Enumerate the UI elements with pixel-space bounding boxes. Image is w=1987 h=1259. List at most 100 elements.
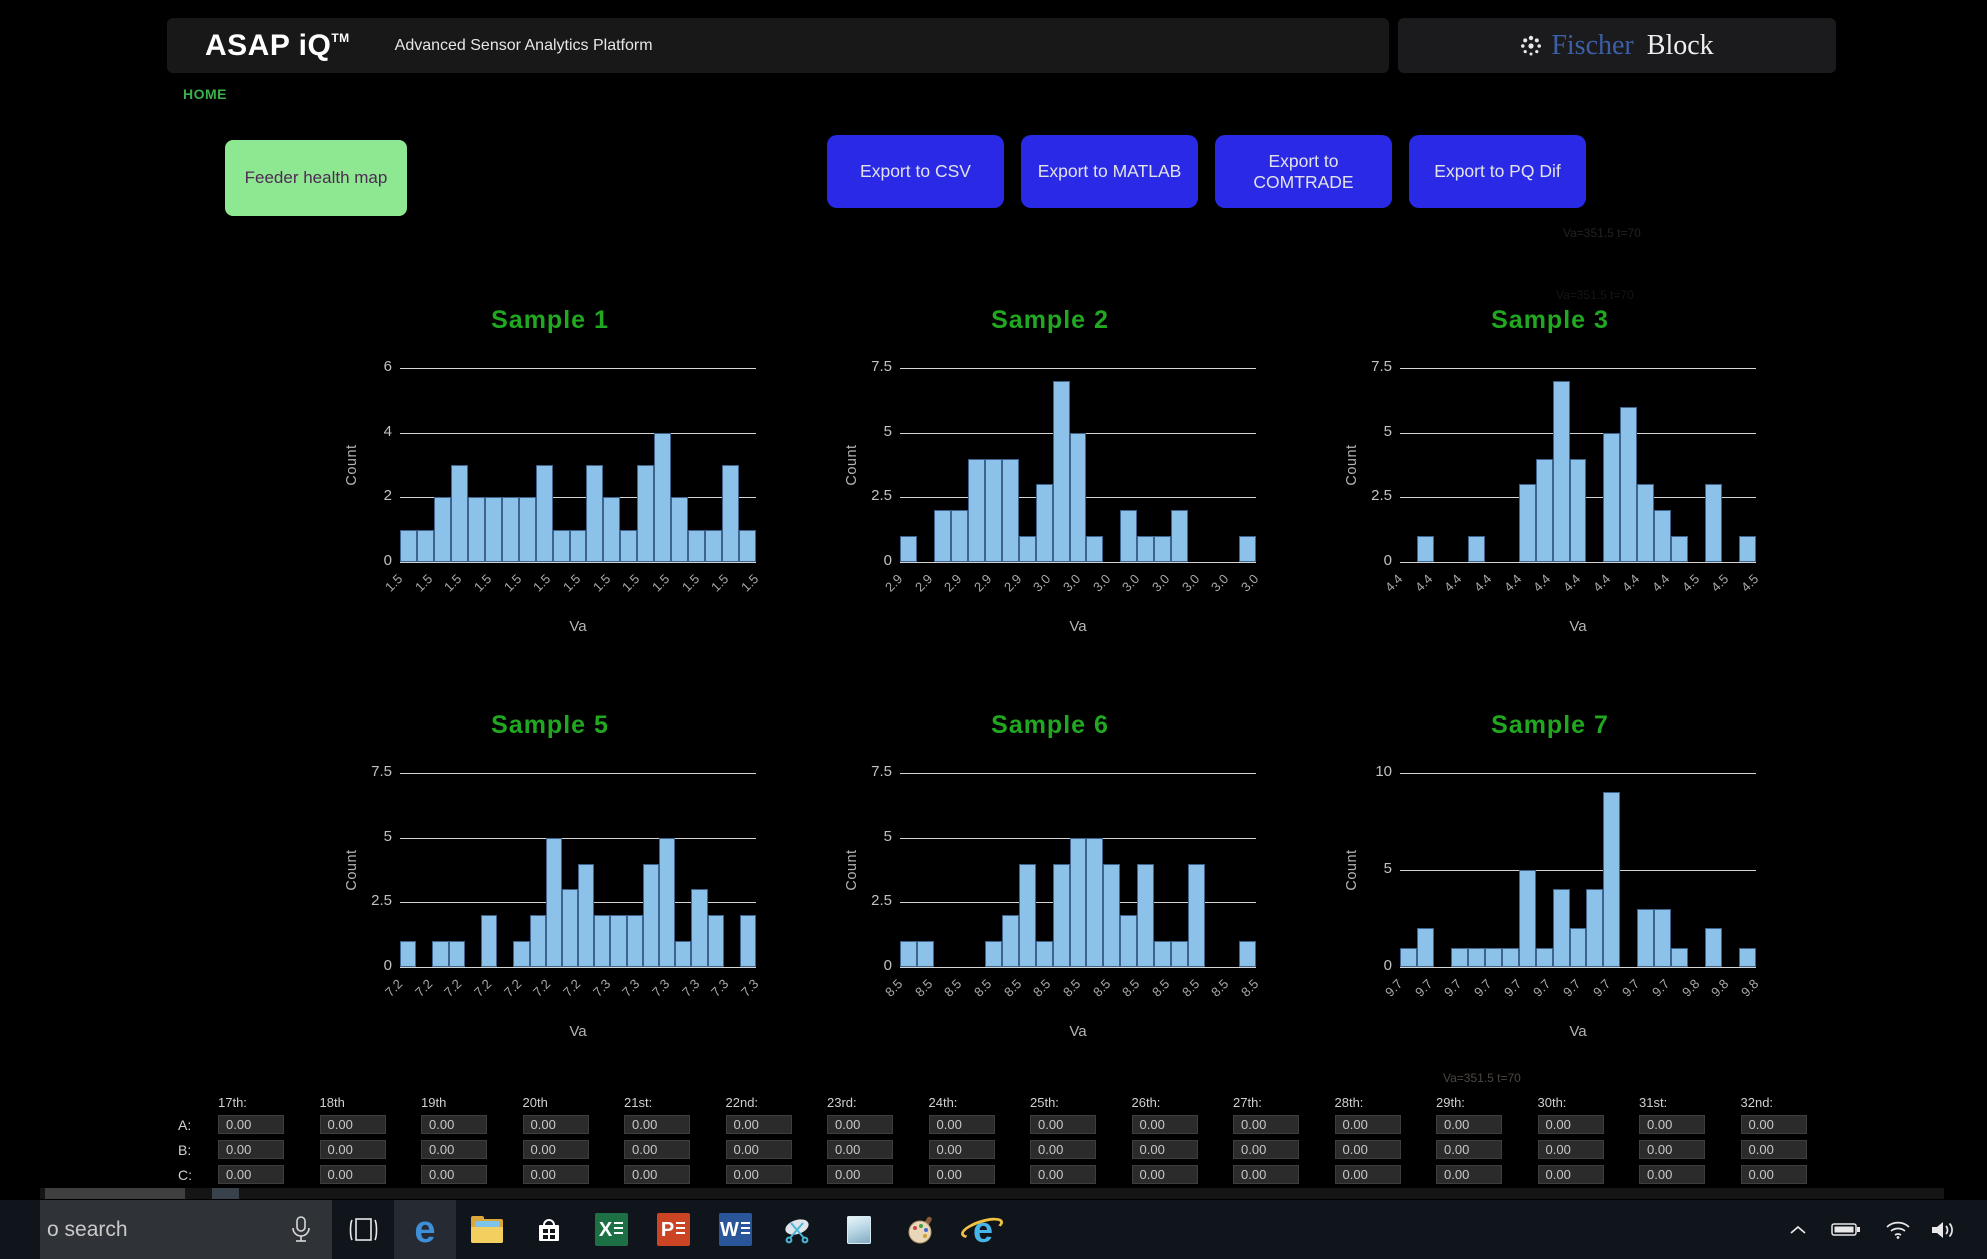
table-cell-value[interactable]: 0.00 bbox=[1030, 1140, 1096, 1159]
taskbar-microsoft-store-button[interactable] bbox=[518, 1200, 580, 1259]
table-cell-value[interactable]: 0.00 bbox=[421, 1165, 487, 1184]
microphone-icon[interactable] bbox=[290, 1215, 312, 1245]
plot-area bbox=[1400, 368, 1757, 563]
horizontal-scrollbar-track[interactable] bbox=[40, 1188, 1944, 1199]
table-cell-value[interactable]: 0.00 bbox=[522, 1140, 589, 1159]
x-tick-label: 8.5 bbox=[911, 976, 935, 1000]
table-cell-value[interactable]: 0.00 bbox=[1639, 1165, 1705, 1184]
table-cell-value[interactable]: 0.00 bbox=[624, 1115, 690, 1134]
export-matlab-button[interactable]: Export to MATLAB bbox=[1021, 135, 1198, 208]
table-cell-value[interactable]: 0.00 bbox=[1436, 1140, 1502, 1159]
task-view-button[interactable] bbox=[332, 1200, 394, 1259]
table-cell-value[interactable]: 0.00 bbox=[1537, 1165, 1604, 1184]
table-cell-value[interactable]: 0.00 bbox=[827, 1115, 893, 1134]
y-tick-label: 5 bbox=[383, 827, 392, 845]
app-name: ASAP iQ bbox=[205, 28, 332, 62]
x-tick-label: 4.5 bbox=[1708, 571, 1732, 595]
table-cell-value[interactable]: 0.00 bbox=[218, 1115, 284, 1134]
table-cell-value[interactable]: 0.00 bbox=[1639, 1115, 1705, 1134]
table-cell-value[interactable]: 0.00 bbox=[1740, 1165, 1807, 1184]
table-cell-value[interactable]: 0.00 bbox=[928, 1140, 995, 1159]
table-column-header: 24th: bbox=[928, 1094, 958, 1110]
table-cell-value[interactable]: 0.00 bbox=[218, 1140, 284, 1159]
taskbar-snipping-tool-button[interactable] bbox=[766, 1200, 828, 1259]
table-cell-value[interactable]: 0.00 bbox=[1030, 1115, 1096, 1134]
table-cell-value[interactable]: 0.00 bbox=[1537, 1115, 1604, 1134]
table-cell-value[interactable]: 0.00 bbox=[725, 1165, 792, 1184]
table-cell-value[interactable]: 0.00 bbox=[624, 1165, 690, 1184]
table-cell-value[interactable]: 0.00 bbox=[1233, 1115, 1299, 1134]
taskbar-powerpoint-button[interactable]: P bbox=[642, 1200, 704, 1259]
horizontal-scrollbar-thumb[interactable] bbox=[45, 1188, 185, 1199]
table-cell-value[interactable]: 0.00 bbox=[319, 1115, 386, 1134]
histogram-bar bbox=[1052, 863, 1070, 967]
table-cell-value[interactable]: 0.00 bbox=[827, 1140, 893, 1159]
gridline bbox=[400, 773, 756, 774]
histogram-bar bbox=[688, 529, 706, 562]
table-cell-value[interactable]: 0.00 bbox=[1639, 1140, 1705, 1159]
table-cell-value[interactable]: 0.00 bbox=[1740, 1115, 1807, 1134]
wifi-status[interactable] bbox=[1876, 1200, 1920, 1259]
histogram-bar bbox=[1239, 536, 1257, 562]
histogram-bar bbox=[416, 529, 434, 562]
export-comtrade-button[interactable]: Export to COMTRADE bbox=[1215, 135, 1392, 208]
table-cell-value[interactable]: 0.00 bbox=[827, 1165, 893, 1184]
table-cell-value[interactable]: 0.00 bbox=[1436, 1115, 1502, 1134]
table-cell-value[interactable]: 0.00 bbox=[1334, 1165, 1401, 1184]
snipping-tool-icon bbox=[785, 1218, 809, 1243]
plot-area bbox=[900, 773, 1257, 968]
table-cell-value[interactable]: 0.00 bbox=[725, 1115, 792, 1134]
table-cell-value[interactable]: 0.00 bbox=[421, 1140, 487, 1159]
histogram-bar bbox=[1552, 380, 1570, 562]
table-cell-value[interactable]: 0.00 bbox=[1334, 1115, 1401, 1134]
x-tick-label: 1.5 bbox=[381, 571, 406, 595]
gridline bbox=[1400, 870, 1756, 871]
taskbar-word-button[interactable]: W bbox=[704, 1200, 766, 1259]
battery-status[interactable] bbox=[1824, 1200, 1868, 1259]
y-tick-label: 7.5 bbox=[1371, 358, 1392, 375]
histogram-bar bbox=[552, 529, 570, 562]
taskbar-notepad-button[interactable] bbox=[828, 1200, 890, 1259]
table-cell-value[interactable]: 0.00 bbox=[1233, 1140, 1299, 1159]
table-cell-value[interactable]: 0.00 bbox=[1334, 1140, 1401, 1159]
y-tick-label: 0 bbox=[1383, 552, 1392, 569]
table-cell-value[interactable]: 0.00 bbox=[1537, 1140, 1604, 1159]
export-pqdif-button[interactable]: Export to PQ Dif bbox=[1409, 135, 1586, 208]
histogram-bar bbox=[705, 529, 723, 562]
taskbar-file-explorer-button[interactable] bbox=[456, 1200, 518, 1259]
table-cell-value[interactable]: 0.00 bbox=[421, 1115, 487, 1134]
table-cell-value[interactable]: 0.00 bbox=[1131, 1115, 1198, 1134]
export-csv-button[interactable]: Export to CSV bbox=[827, 135, 1004, 208]
table-cell-value[interactable]: 0.00 bbox=[1131, 1165, 1198, 1184]
taskbar-excel-button[interactable]: X bbox=[580, 1200, 642, 1259]
table-cell-value[interactable]: 0.00 bbox=[1030, 1165, 1096, 1184]
taskbar-internet-explorer-button[interactable]: e bbox=[952, 1200, 1014, 1259]
table-cell-value[interactable]: 0.00 bbox=[928, 1165, 995, 1184]
table-cell-value[interactable]: 0.00 bbox=[1740, 1140, 1807, 1159]
taskbar-paint-button[interactable] bbox=[890, 1200, 952, 1259]
taskbar-search-box[interactable]: o search bbox=[40, 1200, 332, 1259]
feeder-health-map-button[interactable]: Feeder health map bbox=[225, 140, 407, 216]
taskbar-edge-button[interactable]: e bbox=[394, 1200, 456, 1259]
table-column-header: 17th: bbox=[218, 1094, 247, 1110]
table-cell-value[interactable]: 0.00 bbox=[624, 1140, 690, 1159]
table-cell-value[interactable]: 0.00 bbox=[928, 1115, 995, 1134]
histogram-bar bbox=[1035, 484, 1053, 562]
show-hidden-icons-button[interactable] bbox=[1776, 1200, 1820, 1259]
table-cell-value[interactable]: 0.00 bbox=[1131, 1140, 1198, 1159]
volume-status[interactable] bbox=[1922, 1200, 1966, 1259]
table-cell: 0.00 bbox=[1131, 1165, 1234, 1184]
table-cell-value[interactable]: 0.00 bbox=[1233, 1165, 1299, 1184]
table-cell-value[interactable]: 0.00 bbox=[522, 1165, 589, 1184]
x-tick-label: 9.7 bbox=[1648, 976, 1673, 1000]
table-cell-value[interactable]: 0.00 bbox=[725, 1140, 792, 1159]
table-cell-value[interactable]: 0.00 bbox=[522, 1115, 589, 1134]
x-tick-label: 7.2 bbox=[411, 976, 435, 1000]
table-cell-value[interactable]: 0.00 bbox=[1436, 1165, 1502, 1184]
home-link[interactable]: HOME bbox=[183, 86, 227, 102]
histogram-bar bbox=[1518, 484, 1536, 562]
table-column-header: 19th bbox=[421, 1094, 447, 1110]
table-cell-value[interactable]: 0.00 bbox=[218, 1165, 284, 1184]
table-cell-value[interactable]: 0.00 bbox=[319, 1140, 386, 1159]
table-cell-value[interactable]: 0.00 bbox=[319, 1165, 386, 1184]
